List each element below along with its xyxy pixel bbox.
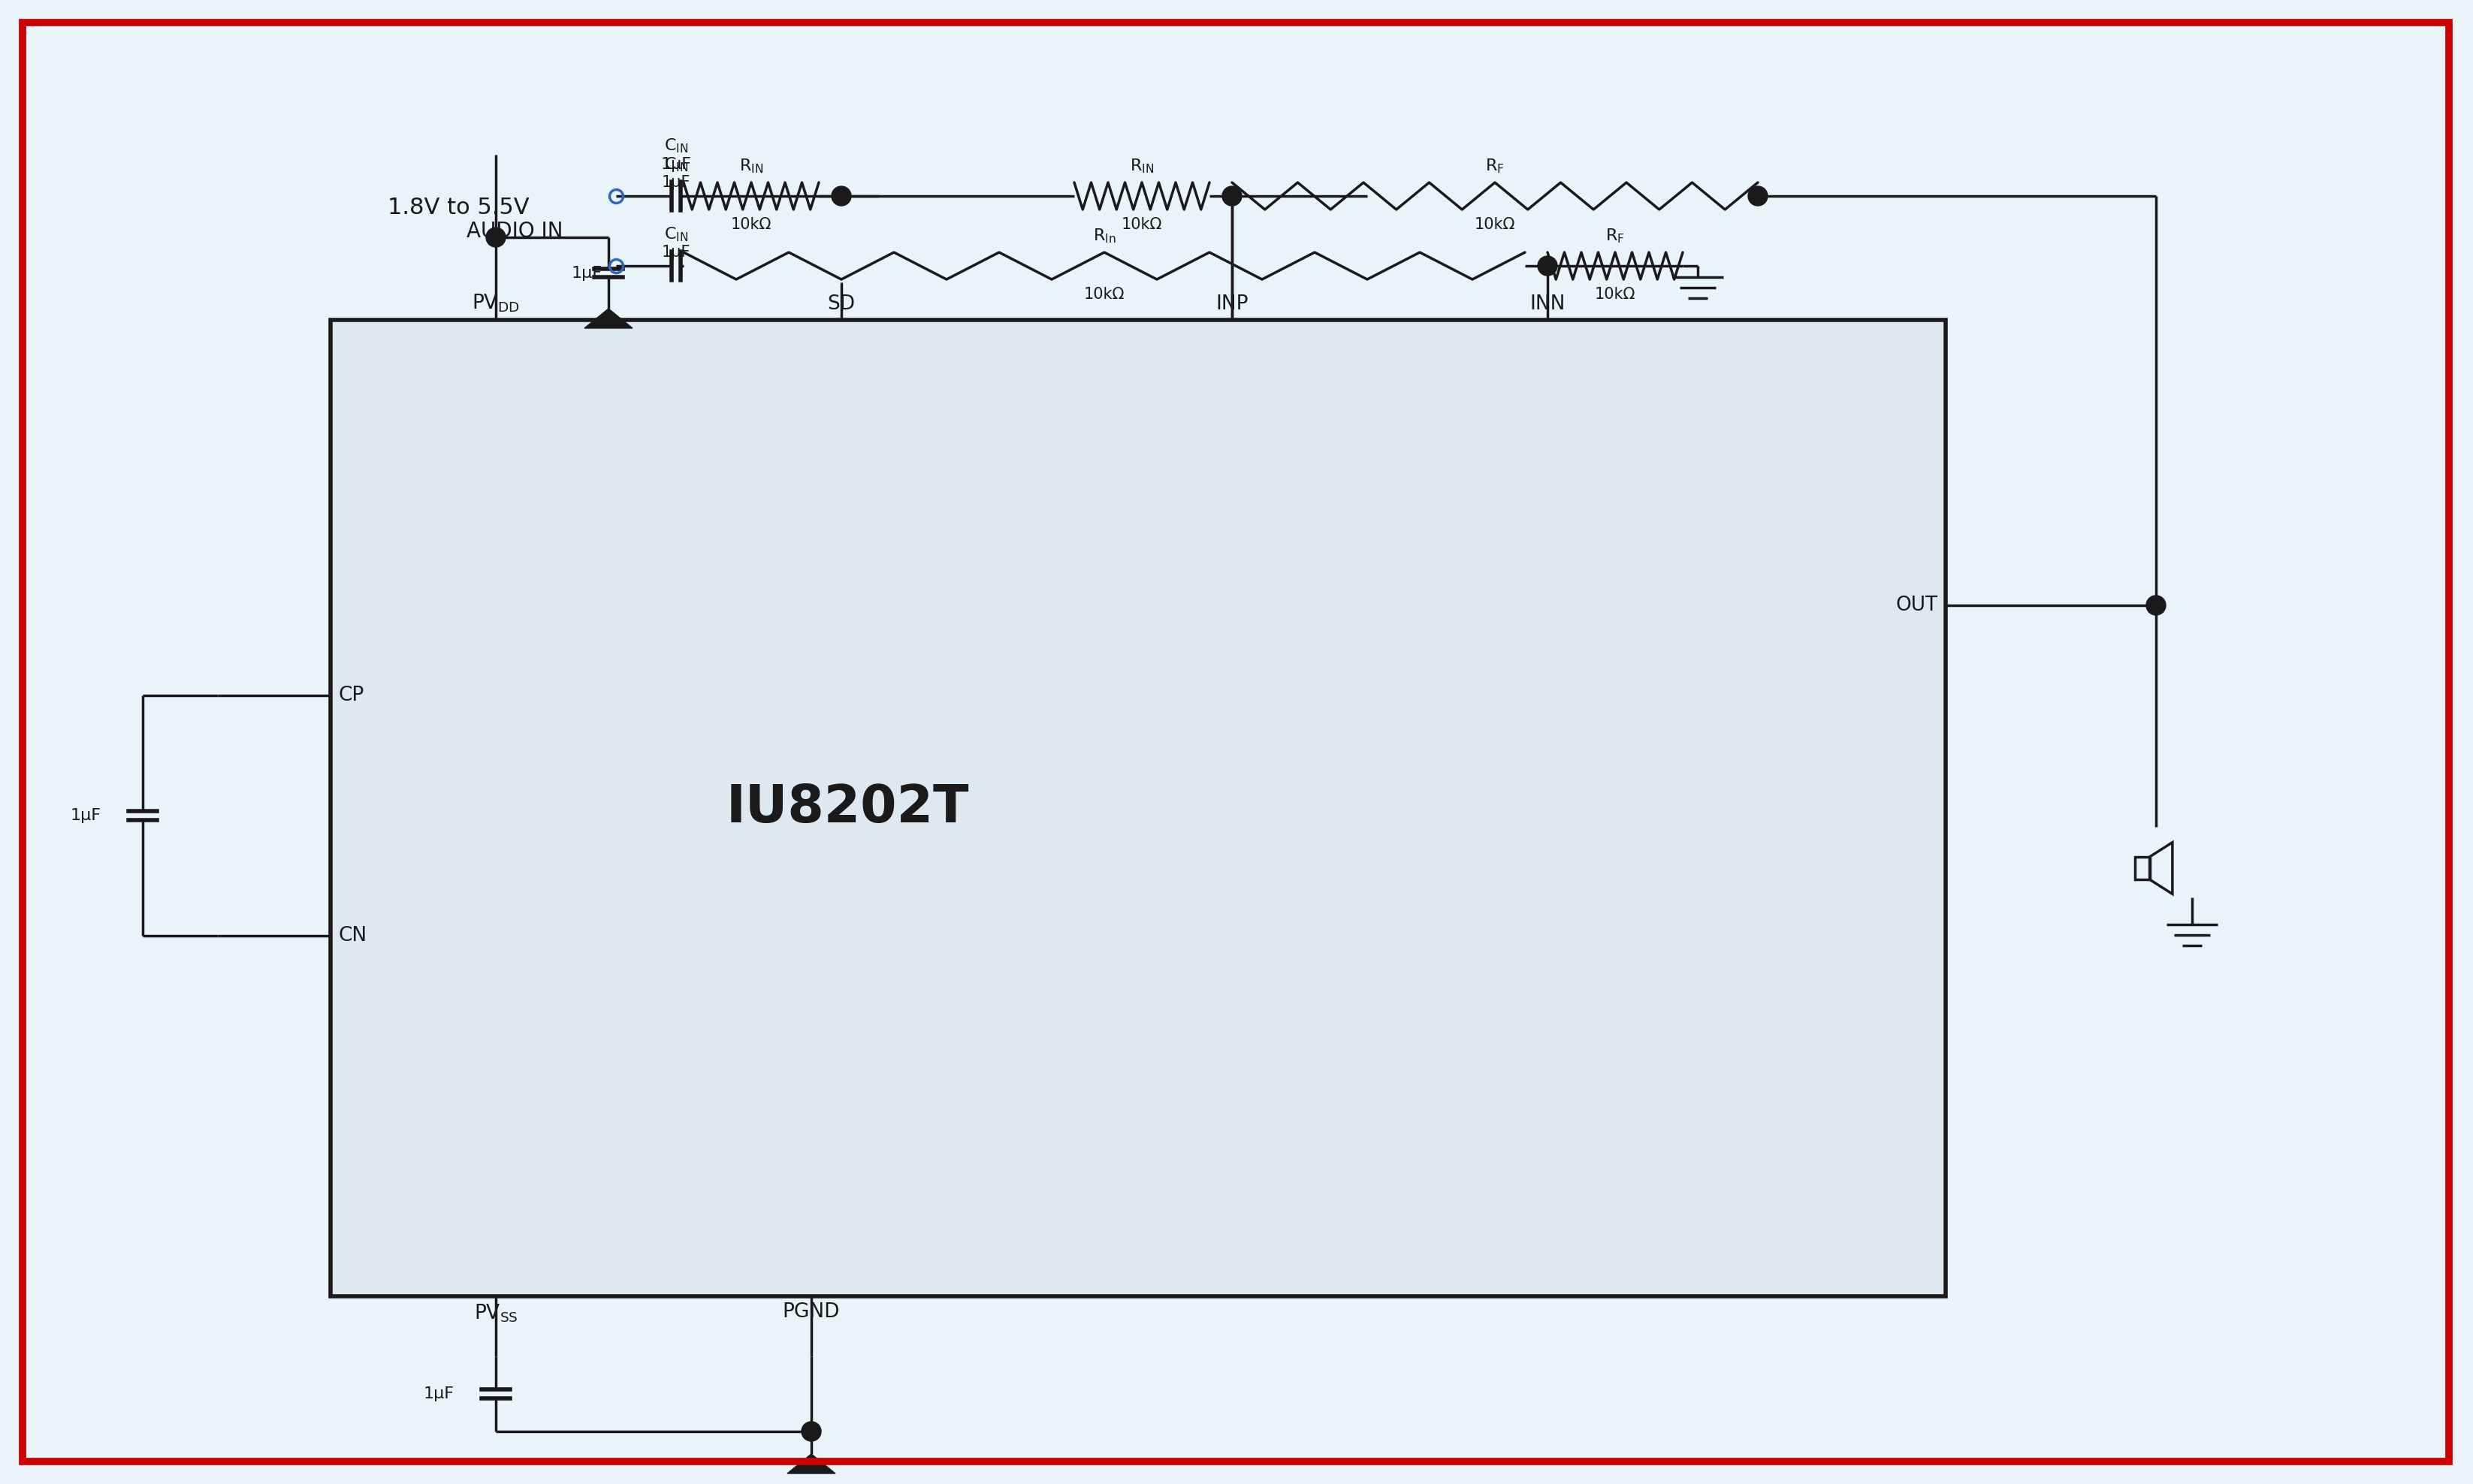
Text: 1μF: 1μF <box>663 245 690 260</box>
Text: R$_{\mathregular{IN}}$: R$_{\mathregular{IN}}$ <box>1130 157 1155 175</box>
Text: R$_{\mathregular{F}}$: R$_{\mathregular{F}}$ <box>1605 227 1625 245</box>
Bar <box>331 321 1946 1296</box>
Polygon shape <box>786 1454 836 1474</box>
Circle shape <box>1538 257 1558 276</box>
Text: C$_{\mathregular{IN}}$: C$_{\mathregular{IN}}$ <box>663 156 687 174</box>
Circle shape <box>801 1422 821 1441</box>
Text: PGND: PGND <box>781 1303 841 1322</box>
Text: PV$_{\mathregular{SS}}$: PV$_{\mathregular{SS}}$ <box>475 1303 517 1324</box>
Text: 1.8V to 5.5V: 1.8V to 5.5V <box>388 197 529 218</box>
Text: 1μF: 1μF <box>571 266 603 280</box>
Circle shape <box>1222 187 1241 206</box>
Text: 1μF: 1μF <box>423 1386 455 1401</box>
Text: 1μF: 1μF <box>72 809 101 824</box>
Text: INN: INN <box>1531 294 1565 315</box>
Circle shape <box>2147 595 2166 614</box>
Text: AUDIO IN: AUDIO IN <box>467 221 564 242</box>
Text: C$_{\mathregular{IN}}$
1μF: C$_{\mathregular{IN}}$ 1μF <box>660 137 692 172</box>
Text: 10kΩ: 10kΩ <box>1595 286 1635 301</box>
Text: SD: SD <box>828 294 856 315</box>
Circle shape <box>487 227 504 246</box>
Text: 1μF: 1μF <box>663 175 690 190</box>
Text: 10kΩ: 10kΩ <box>1120 217 1162 232</box>
Text: 10kΩ: 10kΩ <box>1474 217 1516 232</box>
Text: INP: INP <box>1217 294 1249 315</box>
Text: IU8202T: IU8202T <box>727 784 969 833</box>
Text: R$_{\mathregular{F}}$: R$_{\mathregular{F}}$ <box>1486 157 1504 175</box>
Text: R$_{\mathregular{IN}}$: R$_{\mathregular{IN}}$ <box>739 157 764 175</box>
Polygon shape <box>584 309 633 328</box>
Circle shape <box>1748 187 1768 206</box>
Text: 10kΩ: 10kΩ <box>732 217 772 232</box>
Text: PV$_{\mathregular{DD}}$: PV$_{\mathregular{DD}}$ <box>472 292 519 315</box>
Text: OUT: OUT <box>1897 595 1939 614</box>
Bar <box>2134 856 2149 880</box>
Text: CP: CP <box>339 686 364 705</box>
Text: CN: CN <box>339 926 366 945</box>
Text: C$_{\mathregular{IN}}$: C$_{\mathregular{IN}}$ <box>663 226 687 243</box>
Circle shape <box>831 187 851 206</box>
Text: R$_{\mathregular{In}}$: R$_{\mathregular{In}}$ <box>1093 227 1115 245</box>
Text: 10kΩ: 10kΩ <box>1083 286 1125 301</box>
